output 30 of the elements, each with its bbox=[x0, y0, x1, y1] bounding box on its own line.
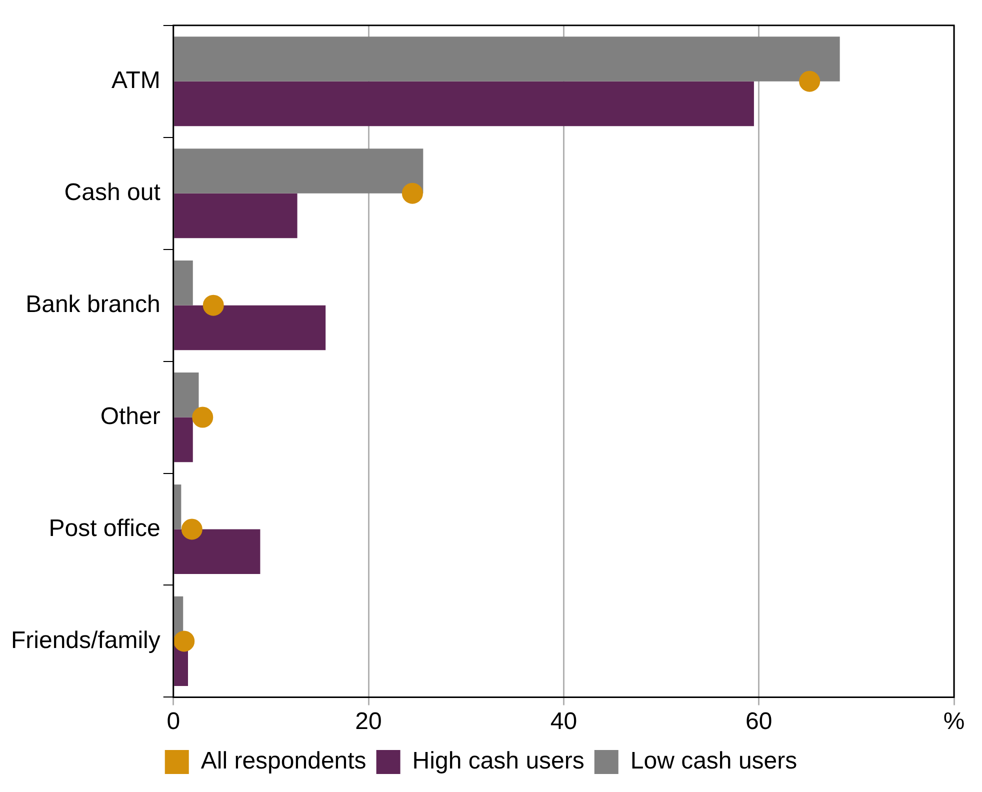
y-tick-label: Other bbox=[100, 402, 160, 430]
y-tick-label: Friends/family bbox=[10, 626, 160, 654]
x-tick-label: 20 bbox=[355, 708, 382, 736]
bar bbox=[174, 260, 193, 306]
point bbox=[192, 406, 214, 428]
bar bbox=[174, 193, 298, 238]
bar bbox=[174, 81, 754, 126]
bar bbox=[174, 305, 326, 350]
point bbox=[202, 294, 224, 316]
x-tick-label: 60 bbox=[745, 708, 772, 736]
bar bbox=[174, 529, 260, 574]
bar bbox=[174, 417, 193, 462]
y-tick-label: Post office bbox=[48, 514, 160, 542]
y-tick-label: Bank branch bbox=[26, 290, 160, 318]
point bbox=[181, 518, 202, 540]
x-tick-label: 0 bbox=[166, 708, 180, 736]
y-tick-label: Cash out bbox=[64, 178, 161, 206]
bar bbox=[174, 148, 424, 194]
bar bbox=[174, 484, 182, 530]
bar bbox=[174, 372, 199, 418]
x-tick-label: % bbox=[943, 708, 965, 736]
legend-label: Low cash users bbox=[630, 748, 798, 775]
x-tick-label: 40 bbox=[550, 708, 578, 736]
legend-label: All respondents bbox=[200, 748, 366, 775]
bar bbox=[174, 36, 840, 82]
point bbox=[799, 70, 820, 92]
point bbox=[402, 182, 423, 204]
y-tick-label: ATM bbox=[111, 67, 160, 94]
point bbox=[174, 630, 195, 652]
legend-label: High cash users bbox=[412, 748, 584, 775]
